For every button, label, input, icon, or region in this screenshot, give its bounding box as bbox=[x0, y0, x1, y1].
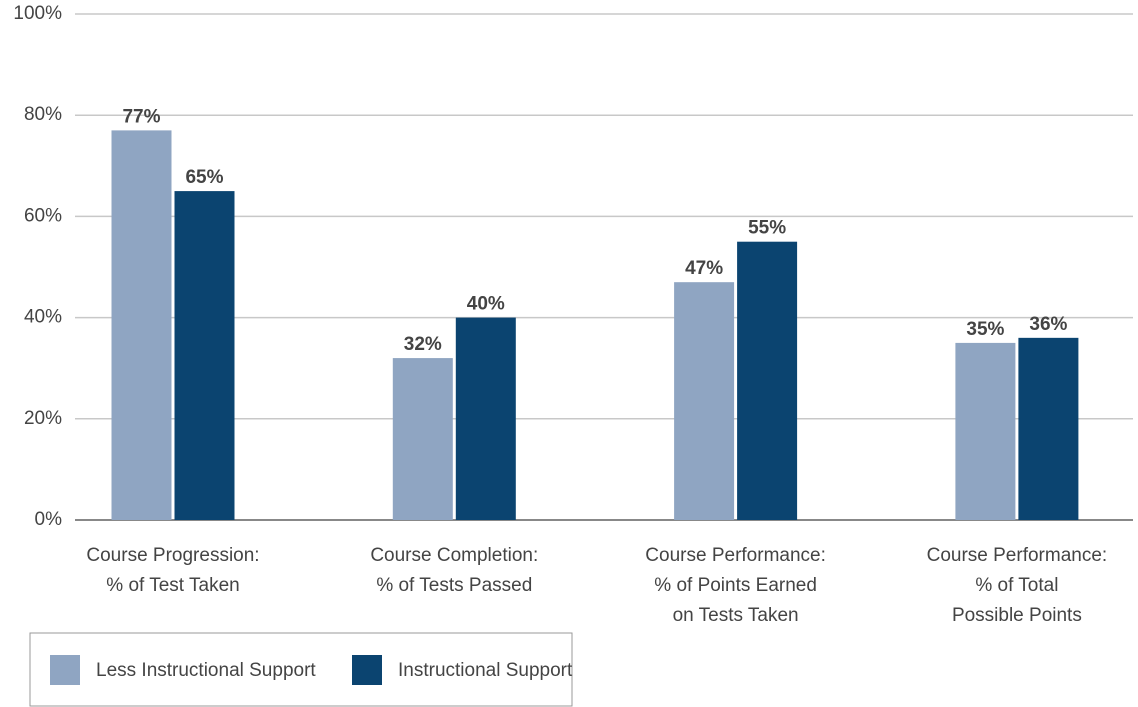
legend-label: Instructional Support bbox=[398, 660, 573, 681]
legend-swatch bbox=[50, 655, 80, 685]
y-tick-label: 40% bbox=[24, 307, 62, 328]
x-tick-label: Course Completion: bbox=[370, 545, 538, 566]
bar bbox=[111, 130, 172, 520]
x-tick-label: % of Total bbox=[975, 575, 1058, 596]
bar bbox=[455, 317, 516, 520]
value-label: 77% bbox=[122, 106, 160, 127]
bar bbox=[955, 342, 1016, 520]
value-label: 40% bbox=[467, 294, 505, 315]
legend-box bbox=[29, 632, 573, 707]
value-label: 36% bbox=[1029, 314, 1067, 335]
bar bbox=[392, 358, 453, 520]
value-label: 55% bbox=[748, 218, 786, 239]
bar bbox=[737, 241, 798, 520]
x-tick-label: % of Points Earned bbox=[654, 575, 817, 596]
value-label: 35% bbox=[966, 319, 1004, 340]
bar bbox=[674, 282, 735, 520]
y-tick-label: 0% bbox=[35, 509, 63, 530]
x-tick-label: % of Tests Passed bbox=[376, 575, 532, 596]
y-tick-label: 20% bbox=[24, 408, 62, 429]
x-tick-label: % of Test Taken bbox=[106, 575, 239, 596]
value-label: 47% bbox=[685, 258, 723, 279]
bar bbox=[1018, 337, 1079, 520]
x-tick-label: Course Progression: bbox=[86, 545, 259, 566]
legend-label: Less Instructional Support bbox=[96, 660, 316, 681]
x-tick-label: Course Performance: bbox=[645, 545, 826, 566]
value-label: 32% bbox=[404, 334, 442, 355]
legend-swatch bbox=[352, 655, 382, 685]
bar bbox=[174, 191, 235, 520]
y-tick-label: 60% bbox=[24, 205, 62, 226]
value-label: 65% bbox=[185, 167, 223, 188]
x-tick-label: Course Performance: bbox=[927, 545, 1108, 566]
y-tick-label: 100% bbox=[13, 3, 62, 24]
x-tick-label: Possible Points bbox=[952, 605, 1082, 626]
y-tick-label: 80% bbox=[24, 104, 62, 125]
x-tick-label: on Tests Taken bbox=[673, 605, 799, 626]
